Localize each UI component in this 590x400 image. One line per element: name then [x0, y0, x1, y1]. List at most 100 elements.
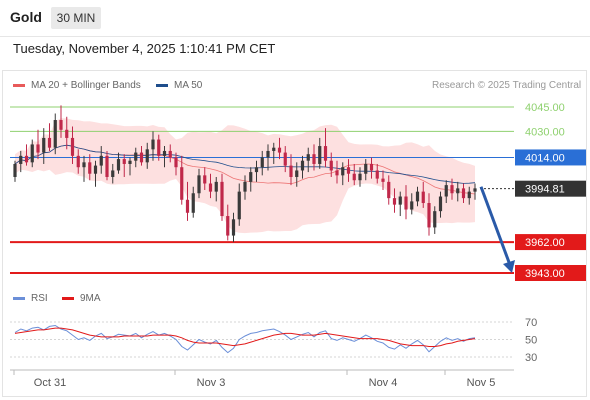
candle-body — [392, 198, 397, 205]
legend-9ma: 9MA — [62, 293, 101, 304]
candle-body — [47, 137, 52, 148]
candle-body — [249, 172, 253, 182]
ma50-line — [14, 144, 476, 184]
rsi-swatch — [13, 297, 25, 300]
candle-body — [76, 155, 80, 168]
candle-body — [82, 162, 86, 168]
candle-body — [203, 175, 207, 184]
candle-body — [93, 165, 98, 174]
rsi-axis-label-0: 70 — [525, 317, 537, 329]
candle-body — [220, 181, 224, 217]
candle-body — [375, 170, 379, 179]
legend-rsi: RSI — [13, 293, 48, 304]
candle-body — [369, 163, 374, 171]
candle-body — [99, 155, 103, 166]
symbol-title: Gold — [10, 9, 42, 25]
candle-body — [398, 196, 402, 205]
candle-body — [421, 191, 425, 204]
candle-body — [283, 152, 287, 166]
chart-header: Gold 30 MIN — [0, 0, 590, 37]
candle-body — [151, 139, 155, 150]
candle-body — [42, 137, 46, 153]
candle-body — [266, 150, 270, 158]
candle-body — [19, 155, 23, 164]
rsi-axis-label-2: 30 — [525, 352, 537, 364]
candle-body — [438, 196, 443, 212]
candle-body — [364, 163, 368, 174]
candle-body — [214, 181, 218, 192]
candle-body — [162, 150, 167, 156]
candle-body — [226, 216, 230, 236]
candle-body — [139, 152, 144, 163]
research-credit: Research © 2025 Trading Central — [432, 80, 582, 91]
candle-body — [289, 165, 293, 177]
candle-body — [122, 159, 126, 164]
candle-body — [456, 188, 460, 194]
projection-arrow-head — [503, 260, 515, 273]
candle-body — [404, 196, 408, 210]
time-label-1: Nov 3 — [197, 377, 226, 389]
ma9-swatch — [62, 297, 74, 300]
chart-frame — [2, 70, 587, 397]
candle-body — [329, 160, 333, 171]
candle-body — [65, 129, 69, 138]
candle-body — [24, 155, 29, 163]
candle-body — [174, 157, 178, 168]
candle-body — [387, 181, 391, 199]
candle-body — [191, 193, 195, 213]
interval-button[interactable]: 30 MIN — [51, 7, 101, 29]
level-label-0: 4045.00 — [525, 102, 565, 114]
time-label-2: Nov 4 — [369, 377, 398, 389]
candle-body — [272, 147, 276, 151]
candle-body — [53, 120, 57, 148]
candle-body — [168, 150, 172, 158]
candle-body — [30, 144, 34, 163]
candle-body — [231, 219, 236, 236]
level-tag-5 — [515, 265, 586, 281]
legend-ma20: MA 20 + Bollinger Bands — [13, 80, 141, 91]
candle-body — [128, 160, 132, 164]
candle-body — [243, 181, 247, 192]
level-tag-2 — [515, 149, 586, 166]
rsi-axis-label-1: 50 — [525, 335, 537, 347]
legend-ma50-label: MA 50 — [174, 80, 203, 91]
candle-body — [346, 167, 351, 174]
legend-9ma-label: 9MA — [80, 293, 101, 304]
candle-body — [13, 163, 17, 177]
legend-rsi-label: RSI — [31, 293, 48, 304]
level-label-2: 4014.00 — [525, 152, 565, 164]
candle-body — [70, 137, 75, 156]
candle-body — [208, 183, 213, 192]
candle-body — [277, 147, 282, 153]
time-label-0: Oct 31 — [34, 377, 66, 389]
chart-datetime: Tuesday, November 4, 2025 1:10:41 PM CET — [13, 41, 276, 56]
candle-body — [341, 167, 345, 176]
candle-body — [59, 120, 63, 130]
candle-body — [410, 201, 414, 210]
candle-body — [467, 191, 471, 199]
candle-body — [318, 146, 322, 164]
candle-body — [36, 144, 40, 153]
legend-ma50: MA 50 — [156, 80, 202, 91]
candle-body — [306, 154, 310, 161]
candle-body — [312, 154, 316, 164]
level-label-4: 3962.00 — [525, 237, 565, 249]
candle-body — [352, 173, 356, 181]
candle-body — [88, 162, 92, 174]
candle-body — [145, 149, 149, 163]
candle-body — [295, 170, 299, 177]
projection-arrow-line — [479, 186, 512, 266]
rsi-line — [14, 324, 476, 354]
candle-body — [111, 170, 115, 177]
candle-body — [427, 203, 431, 228]
candle-body — [254, 167, 259, 173]
legend-ma20-label: MA 20 + Bollinger Bands — [31, 80, 141, 91]
candle-body — [433, 211, 437, 228]
candle-body — [157, 139, 161, 156]
ma20-swatch — [13, 84, 25, 87]
candle-body — [444, 185, 448, 197]
candle-body — [381, 178, 385, 182]
candle-body — [237, 191, 241, 220]
level-label-3: 3994.81 — [525, 184, 565, 196]
